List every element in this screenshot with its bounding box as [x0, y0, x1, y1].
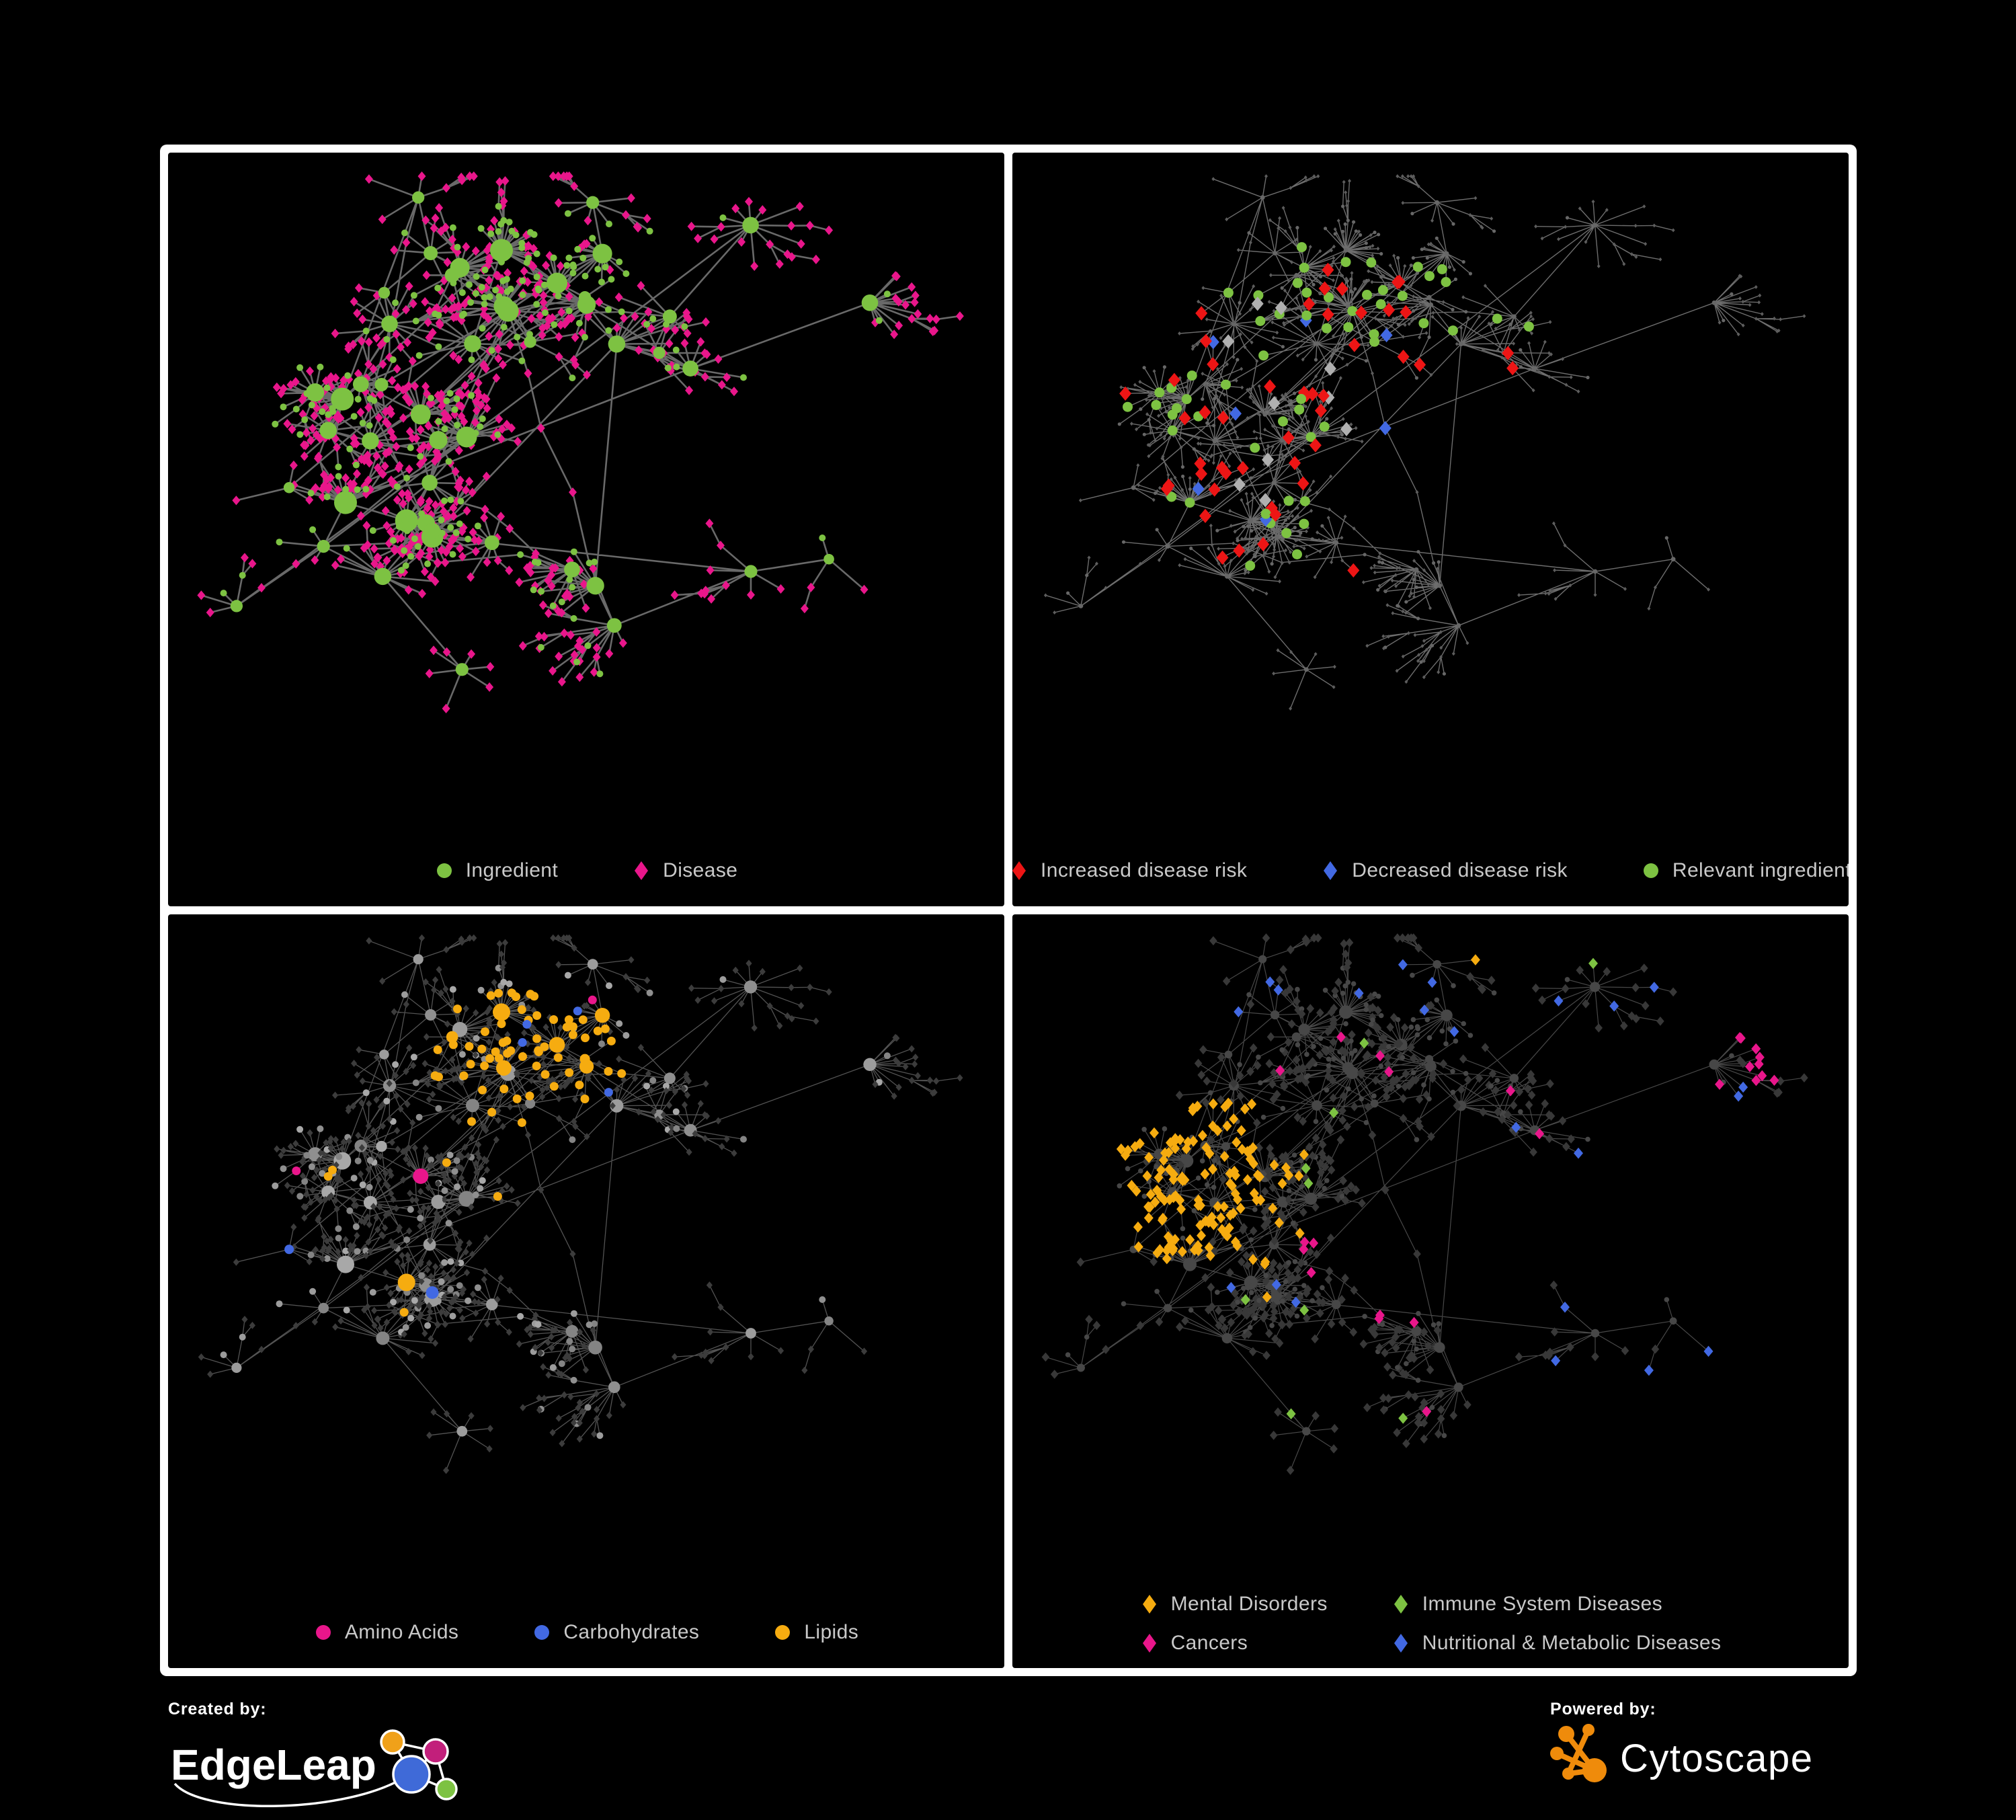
- legend-label: Disease: [663, 859, 738, 881]
- legend-label: Lipids: [804, 1621, 859, 1643]
- legend-item-amino-acids: Amino Acids: [314, 1621, 458, 1644]
- edge-layer: [201, 937, 960, 1471]
- panel-nutrient-classes: Amino Acids Carbohydrates Lipids: [168, 914, 1004, 1668]
- legend-item-nutritional-metabolic-diseases: Nutritional & Metabolic Diseases: [1392, 1632, 1722, 1655]
- legend-label: Amino Acids: [344, 1621, 459, 1643]
- legend-disease-categories: Mental Disorders Immune System Diseases Ca…: [1029, 1593, 1832, 1655]
- highlight-node-layer: [1119, 242, 1534, 578]
- legend-item-carbohydrates: Carbohydrates: [532, 1621, 699, 1644]
- diamond-swatch-icon: [1324, 861, 1338, 880]
- cytoscape-glyph-icon: [1550, 1724, 1607, 1782]
- edgeleap-logo: EdgeLeap: [171, 1729, 458, 1807]
- diamond-swatch-icon: [1394, 1634, 1408, 1653]
- legend-item-cancers: Cancers: [1140, 1632, 1328, 1655]
- powered-by-label: Powered by:: [1550, 1700, 1656, 1718]
- legend-label: Increased disease risk: [1041, 859, 1248, 881]
- legend-item-disease: Disease: [632, 859, 737, 882]
- legend-label: Decreased disease risk: [1352, 859, 1568, 881]
- legend-item-decreased-disease-risk: Decreased disease risk: [1321, 859, 1568, 882]
- panel-disease-risk: Increased disease risk Decreased disease …: [1012, 153, 1849, 906]
- legend-item-lipids: Lipids: [773, 1621, 858, 1644]
- circle-swatch-icon: [775, 1625, 791, 1640]
- node-layer: [198, 934, 963, 1474]
- legend-label: Relevant ingredient: [1672, 859, 1849, 881]
- created-by-block: Created by: EdgeLeap: [168, 1700, 484, 1814]
- circle-swatch-icon: [315, 1625, 331, 1640]
- legend-disease-risk: Increased disease risk Decreased disease …: [1012, 859, 1849, 882]
- circle-swatch-icon: [1643, 863, 1658, 878]
- diamond-swatch-icon: [1142, 1595, 1156, 1614]
- highlight-node-layer: [1116, 954, 1779, 1424]
- diamond-swatch-icon: [1142, 1634, 1156, 1653]
- footer: Created by: EdgeLeap Powered by:: [160, 1700, 1857, 1814]
- edge-layer: [1045, 937, 1804, 1471]
- panel-disease-categories: Mental Disorders Immune System Diseases Ca…: [1012, 914, 1849, 1668]
- legend-label: Immune System Diseases: [1422, 1593, 1662, 1615]
- edgeleap-swoosh: [173, 1780, 399, 1807]
- legend-label: Mental Disorders: [1170, 1593, 1328, 1615]
- node-layer: [1043, 174, 1806, 711]
- highlight-node-layer: [220, 191, 891, 678]
- legend-item-ingredient: Ingredient: [435, 859, 558, 882]
- diamond-swatch-icon: [1012, 861, 1026, 880]
- edgeleap-wordmark: EdgeLeap: [171, 1741, 376, 1789]
- cytoscape-logo: Cytoscape: [1550, 1724, 1814, 1782]
- powered-by-block: Powered by: Cytoscape: [1550, 1700, 1839, 1792]
- edgeleap-network-glyph-icon: [380, 1729, 458, 1801]
- node-layer: [1041, 933, 1808, 1475]
- legend-label: Nutritional & Metabolic Diseases: [1422, 1632, 1722, 1654]
- legend-label: Carbohydrates: [563, 1621, 700, 1643]
- legend-item-increased-disease-risk: Increased disease risk: [1012, 859, 1247, 882]
- circle-swatch-icon: [436, 863, 452, 878]
- diamond-swatch-icon: [1394, 1595, 1408, 1614]
- node-layer: [197, 171, 964, 713]
- legend-ingredient-disease: Ingredient Disease: [184, 859, 988, 882]
- legend-item-immune-system-diseases: Immune System Diseases: [1392, 1593, 1722, 1616]
- panels-frame: Ingredient Disease Increased disease risk…: [160, 145, 1857, 1676]
- network-graph-disease-risk: [1043, 174, 1806, 711]
- legend-label: Cancers: [1170, 1632, 1248, 1654]
- highlight-node-layer: [284, 988, 627, 1317]
- network-graph-nutrient-classes: [198, 934, 963, 1474]
- circle-swatch-icon: [534, 1625, 550, 1640]
- edge-layer: [1045, 175, 1804, 709]
- panel-ingredient-disease: Ingredient Disease: [168, 153, 1004, 906]
- created-by-label: Created by:: [168, 1700, 267, 1718]
- diamond-swatch-icon: [635, 861, 649, 880]
- legend-nutrient-classes: Amino Acids Carbohydrates Lipids: [184, 1621, 988, 1644]
- network-graph-disease-categories: [1041, 933, 1808, 1475]
- cytoscape-wordmark: Cytoscape: [1620, 1737, 1814, 1780]
- legend-item-relevant-ingredient: Relevant ingredient: [1642, 859, 1849, 882]
- legend-item-mental-disorders: Mental Disorders: [1140, 1593, 1328, 1616]
- legend-label: Ingredient: [465, 859, 559, 881]
- network-graph-ingredient-disease: [197, 171, 964, 713]
